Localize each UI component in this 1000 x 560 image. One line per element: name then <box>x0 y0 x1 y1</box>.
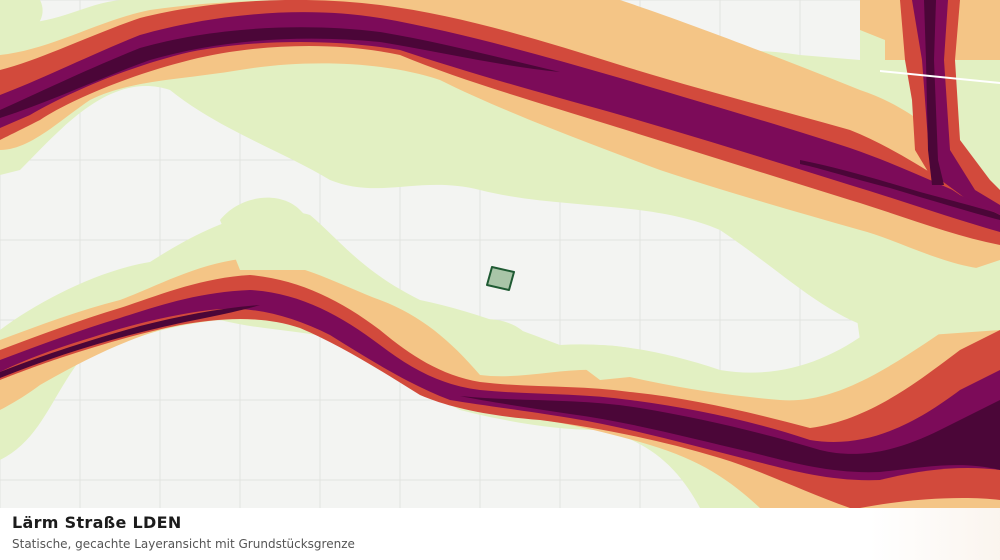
noise-zone-north-road <box>0 0 1000 330</box>
caption-fade <box>870 508 1000 560</box>
layer-subtitle: Statische, gecachte Layeransicht mit Gru… <box>12 537 355 551</box>
noise-zone-south-road <box>0 211 1000 508</box>
noise-zone-vertical-road <box>860 0 1000 215</box>
noise-map[interactable] <box>0 0 1000 508</box>
noise-map-canvas <box>0 0 1000 508</box>
map-caption: Lärm Straße LDEN Statische, gecachte Lay… <box>0 508 1000 560</box>
layer-title: Lärm Straße LDEN <box>12 513 182 532</box>
noise-zone-low-patches <box>0 0 1000 380</box>
parcel-boundary[interactable] <box>486 266 515 291</box>
